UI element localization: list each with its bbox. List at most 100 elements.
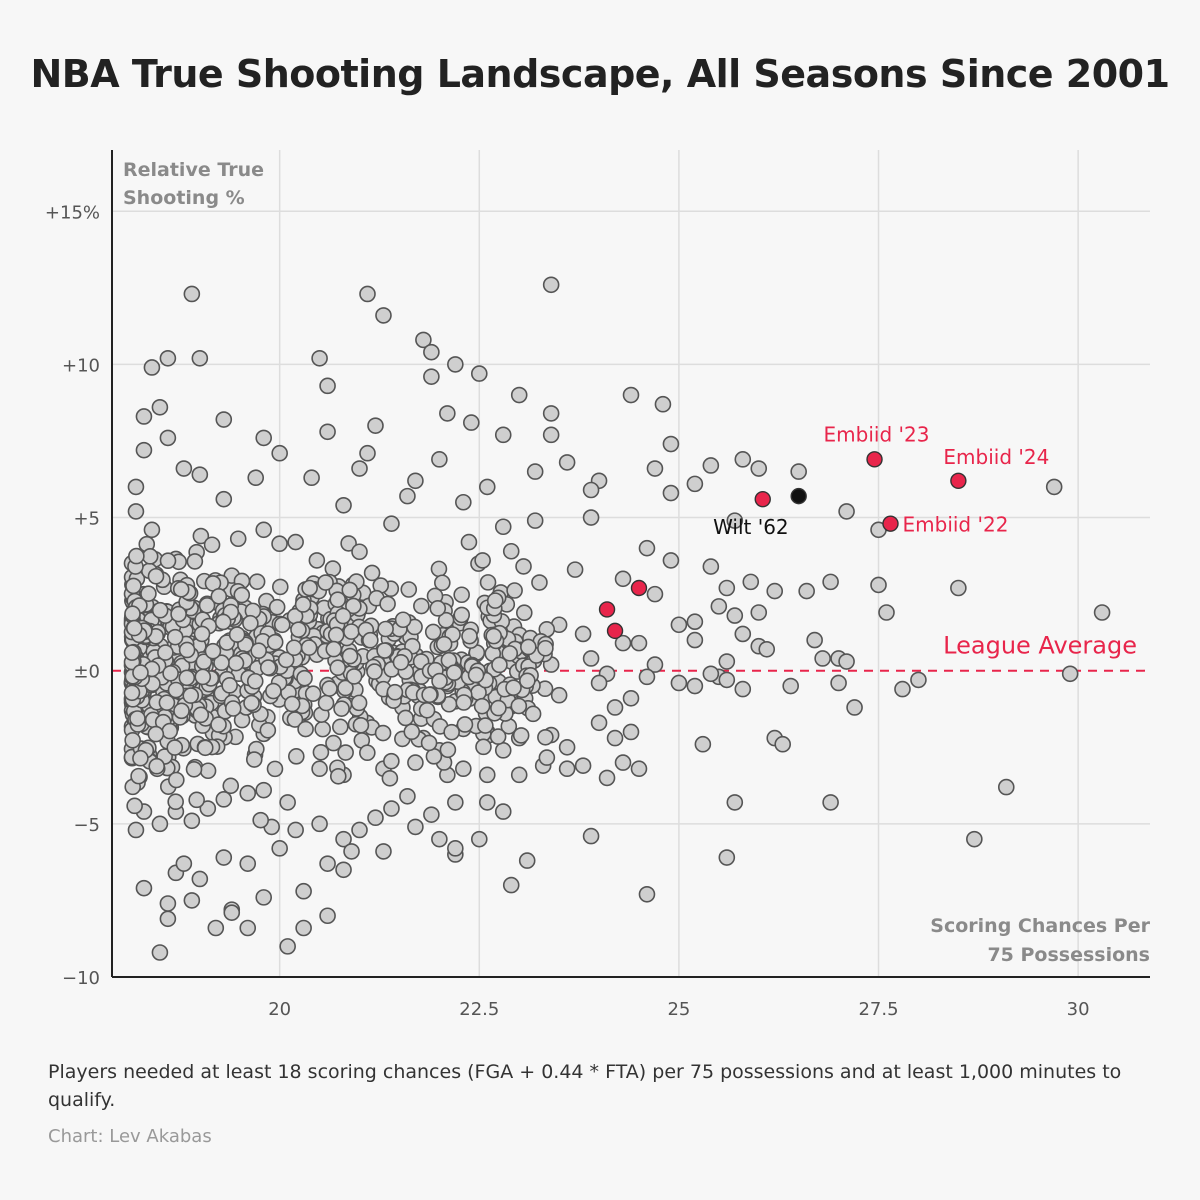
data-point bbox=[392, 653, 410, 671]
data-point bbox=[491, 656, 508, 674]
data-point bbox=[199, 800, 217, 817]
data-point bbox=[143, 359, 161, 376]
data-point bbox=[461, 627, 478, 645]
data-point bbox=[287, 821, 304, 839]
data-point bbox=[128, 547, 145, 565]
data-point bbox=[455, 760, 472, 778]
data-point bbox=[383, 800, 400, 817]
data-point bbox=[434, 574, 451, 592]
data-point bbox=[135, 879, 153, 897]
data-point bbox=[638, 668, 656, 686]
data-point bbox=[279, 938, 296, 955]
data-point bbox=[311, 760, 328, 778]
data-point bbox=[195, 653, 213, 671]
data-point bbox=[423, 343, 440, 361]
data-point bbox=[129, 710, 146, 727]
data-point bbox=[431, 451, 448, 468]
data-point bbox=[351, 821, 368, 839]
data-point bbox=[966, 830, 983, 848]
reference-line-label: League Average bbox=[943, 632, 1137, 660]
data-point bbox=[159, 910, 177, 928]
y-tick-label: ±0 bbox=[73, 662, 100, 683]
data-point bbox=[295, 919, 312, 937]
data-point bbox=[526, 463, 544, 480]
data-point bbox=[515, 558, 532, 575]
data-point bbox=[453, 586, 470, 604]
data-point bbox=[718, 653, 736, 670]
highlight-point bbox=[950, 472, 967, 489]
data-point bbox=[141, 548, 159, 565]
data-point bbox=[750, 604, 768, 621]
data-point bbox=[124, 731, 141, 749]
data-point bbox=[266, 633, 284, 651]
data-point bbox=[542, 276, 560, 294]
data-point bbox=[311, 815, 328, 833]
data-point bbox=[224, 700, 242, 717]
data-point bbox=[702, 558, 720, 575]
data-point bbox=[151, 944, 169, 961]
data-point bbox=[213, 654, 230, 672]
data-point bbox=[670, 616, 688, 634]
y-tick-label: +5 bbox=[73, 509, 100, 530]
data-point bbox=[191, 466, 209, 483]
data-point bbox=[421, 686, 438, 704]
data-point bbox=[279, 794, 296, 811]
data-point bbox=[277, 651, 295, 669]
data-point bbox=[245, 751, 263, 768]
data-point bbox=[319, 423, 336, 441]
data-point bbox=[227, 654, 245, 672]
y-tick-label: −10 bbox=[62, 968, 100, 989]
data-point bbox=[467, 666, 485, 684]
data-point bbox=[550, 686, 568, 704]
data-point bbox=[485, 627, 503, 645]
data-point bbox=[247, 469, 265, 487]
data-point bbox=[159, 895, 177, 912]
data-point bbox=[321, 680, 338, 697]
data-point bbox=[455, 694, 473, 711]
data-point bbox=[558, 454, 576, 471]
data-point bbox=[351, 460, 368, 477]
x-axis-label: Scoring Chances Per bbox=[930, 915, 1150, 937]
x-tick-label: 22.5 bbox=[459, 999, 499, 1020]
data-point bbox=[366, 663, 383, 680]
data-point bbox=[196, 739, 214, 757]
data-point bbox=[194, 668, 212, 686]
data-point bbox=[510, 697, 528, 715]
data-point bbox=[447, 840, 464, 857]
data-point bbox=[255, 429, 273, 447]
data-point bbox=[399, 487, 416, 505]
data-point bbox=[221, 677, 238, 694]
data-point bbox=[520, 638, 537, 656]
highlight-point bbox=[790, 487, 807, 505]
data-point bbox=[168, 771, 185, 789]
data-point bbox=[838, 503, 855, 520]
data-point bbox=[383, 515, 400, 532]
data-point bbox=[239, 784, 257, 802]
data-point bbox=[311, 349, 328, 367]
data-point bbox=[185, 760, 203, 778]
highlight-point bbox=[606, 622, 624, 640]
data-point bbox=[630, 634, 648, 652]
data-point bbox=[362, 631, 379, 649]
data-point bbox=[447, 356, 464, 373]
y-axis-label: Shooting % bbox=[123, 187, 245, 209]
data-point bbox=[125, 619, 143, 637]
data-point bbox=[606, 699, 624, 716]
data-point bbox=[367, 417, 384, 434]
y-axis-label: Relative True bbox=[123, 159, 264, 181]
data-point bbox=[456, 716, 474, 733]
data-point bbox=[223, 904, 241, 921]
data-point bbox=[638, 885, 656, 903]
data-point bbox=[192, 527, 210, 545]
axes: 20 22.5 25 27.5 30 +15% +10 +5 ±0 −5 −10 bbox=[45, 150, 1150, 1020]
data-point bbox=[123, 644, 141, 661]
data-point bbox=[524, 705, 542, 723]
data-point bbox=[329, 767, 347, 785]
data-point bbox=[470, 830, 488, 848]
highlighted-points bbox=[598, 451, 967, 640]
data-point bbox=[403, 723, 421, 741]
data-point bbox=[702, 457, 720, 474]
data-point bbox=[400, 581, 418, 598]
data-point bbox=[638, 539, 656, 557]
